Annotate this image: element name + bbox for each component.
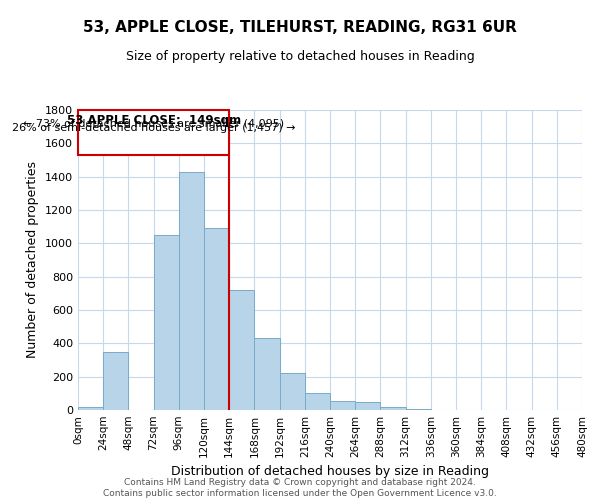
Bar	[305, 392, 330, 410]
Y-axis label: Number of detached properties: Number of detached properties	[26, 162, 40, 358]
Bar	[355, 402, 380, 410]
Bar	[78, 110, 229, 155]
Bar	[330, 401, 355, 410]
Bar	[204, 228, 229, 410]
Bar	[280, 374, 305, 410]
Bar	[179, 172, 204, 410]
Bar	[229, 290, 254, 410]
Bar	[103, 352, 128, 410]
Bar	[254, 338, 280, 410]
Text: 53, APPLE CLOSE, TILEHURST, READING, RG31 6UR: 53, APPLE CLOSE, TILEHURST, READING, RG3…	[83, 20, 517, 35]
Bar	[78, 406, 103, 410]
Bar	[154, 235, 179, 410]
Text: ← 73% of detached houses are smaller (4,095): ← 73% of detached houses are smaller (4,…	[23, 118, 284, 128]
Text: Contains HM Land Registry data © Crown copyright and database right 2024.
Contai: Contains HM Land Registry data © Crown c…	[103, 478, 497, 498]
Bar	[380, 406, 406, 410]
Text: 53 APPLE CLOSE:  149sqm: 53 APPLE CLOSE: 149sqm	[67, 114, 241, 126]
X-axis label: Distribution of detached houses by size in Reading: Distribution of detached houses by size …	[171, 466, 489, 478]
Text: 26% of semi-detached houses are larger (1,457) →: 26% of semi-detached houses are larger (…	[12, 123, 295, 133]
Bar	[406, 409, 431, 410]
Text: Size of property relative to detached houses in Reading: Size of property relative to detached ho…	[125, 50, 475, 63]
